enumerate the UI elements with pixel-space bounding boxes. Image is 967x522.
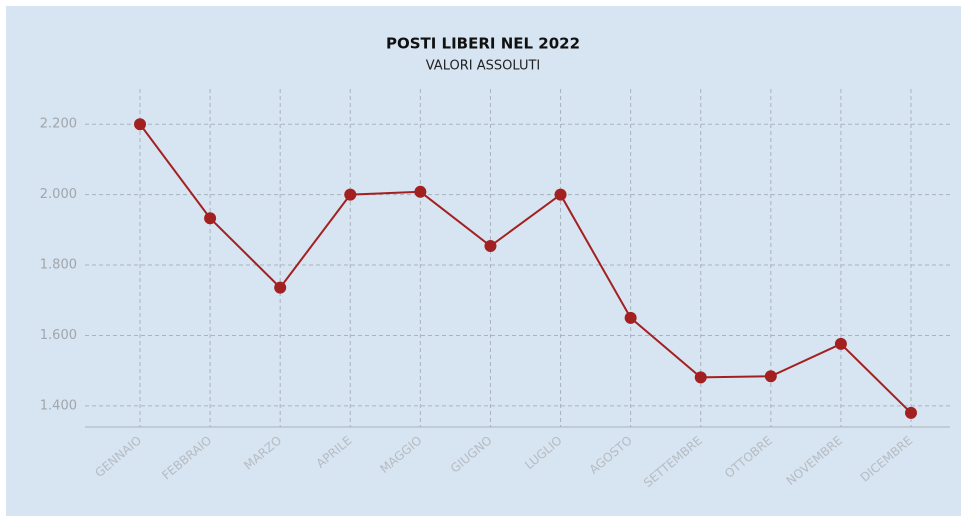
y-tick-label: 1.800 [40,258,77,273]
data-line [139,123,912,414]
y-tick-label: 1.400 [40,398,77,413]
y-tick-label: 2.200 [40,117,77,132]
data-point [414,185,427,198]
data-point [204,212,217,225]
data-point [344,188,357,201]
chart-subtitle: VALORI ASSOLUTI [426,59,540,74]
data-point [834,337,847,350]
y-tick-label: 1.600 [40,328,77,343]
data-point [694,371,707,384]
data-point [134,118,146,131]
data-point [484,240,497,253]
data-point [624,311,637,324]
data-point [905,406,917,419]
data-point [554,188,567,201]
data-point [764,370,777,383]
chart-background [6,6,961,516]
chart-title: POSTI LIBERI NEL 2022 [386,35,580,53]
data-point [274,281,287,294]
y-tick-label: 2.000 [40,187,77,202]
